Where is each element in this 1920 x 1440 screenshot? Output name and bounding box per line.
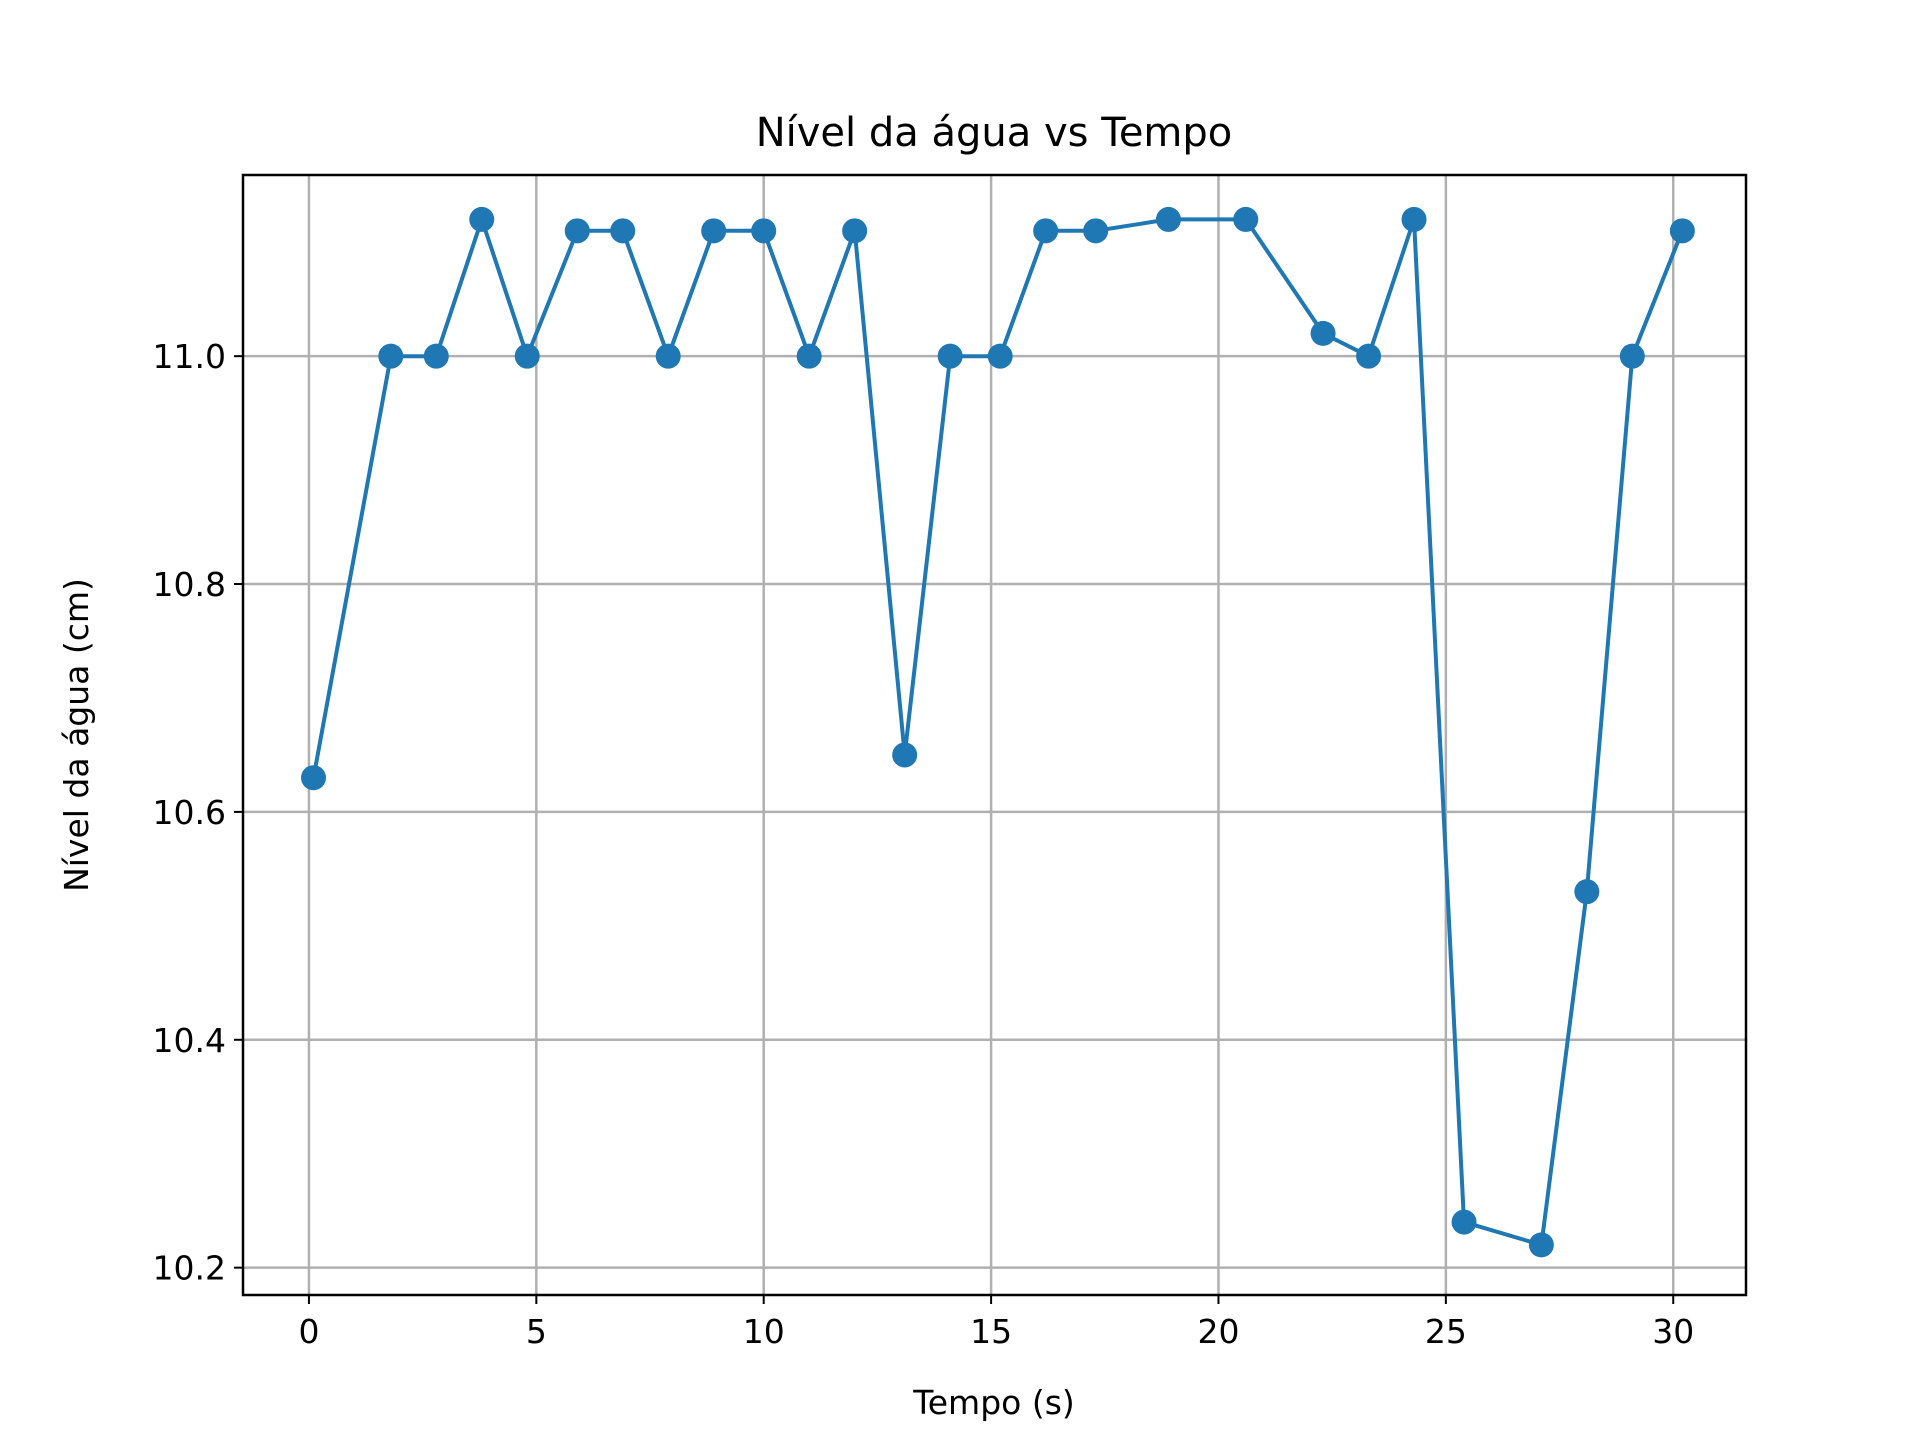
- y-axis-label: Nível da água (cm): [57, 578, 96, 892]
- data-point: [378, 343, 404, 369]
- x-tick-label: 25: [1425, 1312, 1467, 1351]
- data-point: [701, 218, 727, 244]
- data-point: [1033, 218, 1059, 244]
- x-tick-label: 30: [1652, 1312, 1694, 1351]
- x-tick-label: 20: [1197, 1312, 1239, 1351]
- data-point: [1528, 1232, 1554, 1258]
- data-point: [423, 343, 449, 369]
- y-tick-label: 10.8: [153, 565, 226, 604]
- data-series: [300, 206, 1695, 1258]
- data-point: [1233, 206, 1259, 232]
- data-point: [1356, 343, 1382, 369]
- data-point: [1310, 320, 1336, 346]
- data-point: [1451, 1209, 1477, 1235]
- data-point: [751, 218, 777, 244]
- x-tick-label: 10: [743, 1312, 785, 1351]
- y-tick-label: 10.4: [153, 1021, 226, 1060]
- y-tick-label: 10.2: [153, 1249, 226, 1288]
- x-axis-label: Tempo (s): [912, 1383, 1075, 1422]
- data-point: [1574, 879, 1600, 905]
- plot-frame: [241, 173, 1748, 1297]
- data-point: [564, 218, 590, 244]
- x-tick-label: 15: [970, 1312, 1012, 1351]
- chart-title: Nível da água vs Tempo: [756, 110, 1233, 156]
- data-point: [842, 218, 868, 244]
- data-point: [1619, 343, 1645, 369]
- data-point: [655, 343, 681, 369]
- x-tick-label: 0: [298, 1312, 319, 1351]
- y-tick-label: 10.6: [153, 793, 226, 832]
- axis-ticks: 0 5 10 15 20 25 30 10.2 10.4 10.6 10.8 11.0: [153, 337, 1695, 1351]
- data-point: [987, 343, 1013, 369]
- data-point: [300, 765, 326, 791]
- y-tick-label: 11.0: [153, 337, 226, 376]
- data-point: [610, 218, 636, 244]
- data-point: [796, 343, 822, 369]
- data-point: [1401, 206, 1427, 232]
- data-point: [1083, 218, 1109, 244]
- data-point: [1155, 206, 1181, 232]
- x-tick-label: 5: [526, 1312, 547, 1351]
- data-point: [892, 742, 918, 768]
- data-point: [1669, 218, 1695, 244]
- data-point: [937, 343, 963, 369]
- data-point: [469, 206, 495, 232]
- data-point: [514, 343, 540, 369]
